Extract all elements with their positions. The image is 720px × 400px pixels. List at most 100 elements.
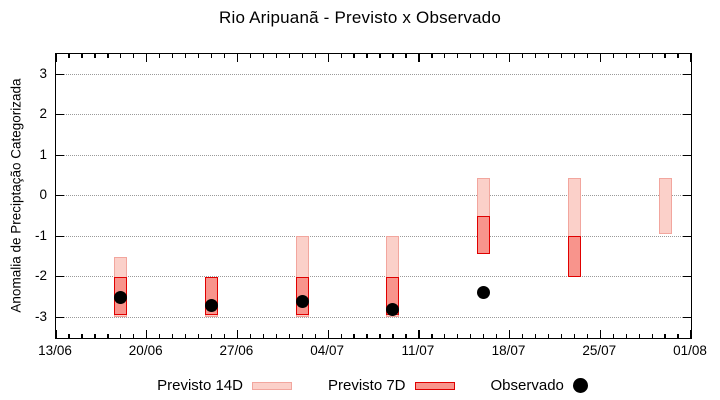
x-minor-tick	[379, 333, 381, 338]
x-minor-tick	[133, 333, 135, 338]
y-tick-left	[56, 154, 64, 156]
forecast-bar-7d	[567, 236, 581, 277]
gridline	[56, 73, 691, 75]
x-minor-tick	[612, 333, 614, 338]
x-minor-tick	[392, 54, 394, 58]
legend-observed-dot	[572, 378, 588, 393]
legend-swatch-7d	[414, 381, 455, 390]
x-minor-tick	[379, 54, 381, 58]
x-major-tick	[236, 329, 239, 338]
y-tick-left	[56, 316, 64, 318]
x-minor-tick	[586, 54, 589, 58]
x-major-tick	[690, 54, 692, 62]
y-tick-label: -3	[34, 308, 47, 324]
x-major-tick	[55, 329, 57, 338]
x-minor-tick	[133, 54, 135, 58]
x-major-tick	[146, 329, 148, 338]
gridline	[56, 154, 691, 156]
x-minor-tick	[301, 54, 303, 58]
x-minor-tick	[172, 333, 174, 338]
x-minor-tick	[353, 333, 355, 338]
gridline	[56, 195, 691, 197]
x-minor-tick	[262, 333, 265, 338]
x-major-tick	[599, 54, 601, 62]
x-minor-tick	[612, 54, 614, 58]
x-minor-tick	[314, 54, 316, 58]
observed-point	[114, 290, 128, 304]
y-tick-right	[683, 114, 691, 116]
x-minor-tick	[340, 333, 342, 338]
x-tick-label: 27/06	[219, 343, 254, 358]
legend-label: Previsto 7D	[327, 377, 406, 394]
x-minor-tick	[431, 54, 433, 58]
y-tick-right	[683, 276, 691, 278]
x-minor-tick	[249, 54, 252, 58]
x-minor-tick	[210, 54, 213, 58]
y-tick-left	[56, 235, 64, 237]
y-tick-left	[56, 276, 64, 278]
x-major-tick	[599, 329, 601, 338]
x-minor-tick	[120, 333, 122, 338]
x-minor-tick	[210, 333, 213, 338]
y-tick-left	[56, 114, 64, 116]
gridline	[56, 316, 691, 318]
x-minor-tick	[547, 54, 550, 58]
chart-title: Rio Aripuanã - Previsto x Observado	[219, 8, 501, 27]
x-minor-tick	[314, 333, 316, 338]
legend-item: Previsto 14D	[157, 377, 292, 394]
legend-item: Observado	[491, 377, 588, 394]
x-minor-tick	[560, 54, 563, 58]
x-minor-tick	[638, 333, 640, 338]
x-minor-tick	[107, 54, 109, 58]
x-minor-tick	[172, 54, 174, 58]
x-minor-tick	[521, 333, 524, 338]
legend-swatch-14d	[251, 381, 292, 390]
x-minor-tick	[94, 54, 96, 58]
x-minor-tick	[586, 333, 589, 338]
x-minor-tick	[262, 54, 265, 58]
x-major-tick	[146, 54, 148, 62]
x-minor-tick	[223, 333, 226, 338]
gridline	[56, 276, 691, 278]
observed-point	[205, 298, 218, 312]
legend-label: Observado	[490, 377, 564, 394]
y-tick-label: -2	[34, 268, 47, 284]
x-major-tick	[508, 54, 511, 62]
x-minor-tick	[68, 54, 70, 58]
x-tick-label: 20/06	[128, 343, 163, 358]
forecast-bar-7d	[477, 216, 491, 255]
x-minor-tick	[444, 54, 446, 58]
x-minor-tick	[366, 333, 368, 338]
x-minor-tick	[431, 333, 433, 338]
x-major-tick	[690, 329, 692, 338]
x-minor-tick	[651, 333, 653, 338]
gridline	[56, 114, 691, 116]
x-minor-tick	[470, 333, 472, 338]
x-minor-tick	[197, 54, 200, 58]
y-tick-label: 3	[39, 65, 47, 81]
x-minor-tick	[275, 54, 277, 58]
y-tick-label: -1	[34, 227, 47, 243]
x-major-tick	[418, 54, 420, 62]
x-minor-tick	[353, 54, 355, 58]
x-minor-tick	[625, 54, 627, 58]
x-minor-tick	[81, 54, 83, 58]
y-tick-left	[56, 73, 64, 75]
x-minor-tick	[120, 54, 122, 58]
x-major-tick	[418, 329, 420, 338]
x-minor-tick	[521, 54, 524, 58]
x-minor-tick	[496, 333, 498, 338]
x-tick-label: 13/06	[38, 343, 72, 358]
x-minor-tick	[68, 333, 70, 338]
y-tick-right	[683, 235, 691, 237]
y-tick-left	[56, 195, 64, 197]
forecast-bar-14d	[658, 177, 672, 235]
x-minor-tick	[275, 333, 277, 338]
x-tick-label: 18/07	[491, 343, 526, 358]
x-minor-tick	[392, 333, 394, 338]
y-tick-right	[683, 154, 691, 156]
y-tick-right	[683, 73, 691, 75]
x-minor-tick	[301, 333, 303, 338]
x-minor-tick	[405, 54, 407, 58]
